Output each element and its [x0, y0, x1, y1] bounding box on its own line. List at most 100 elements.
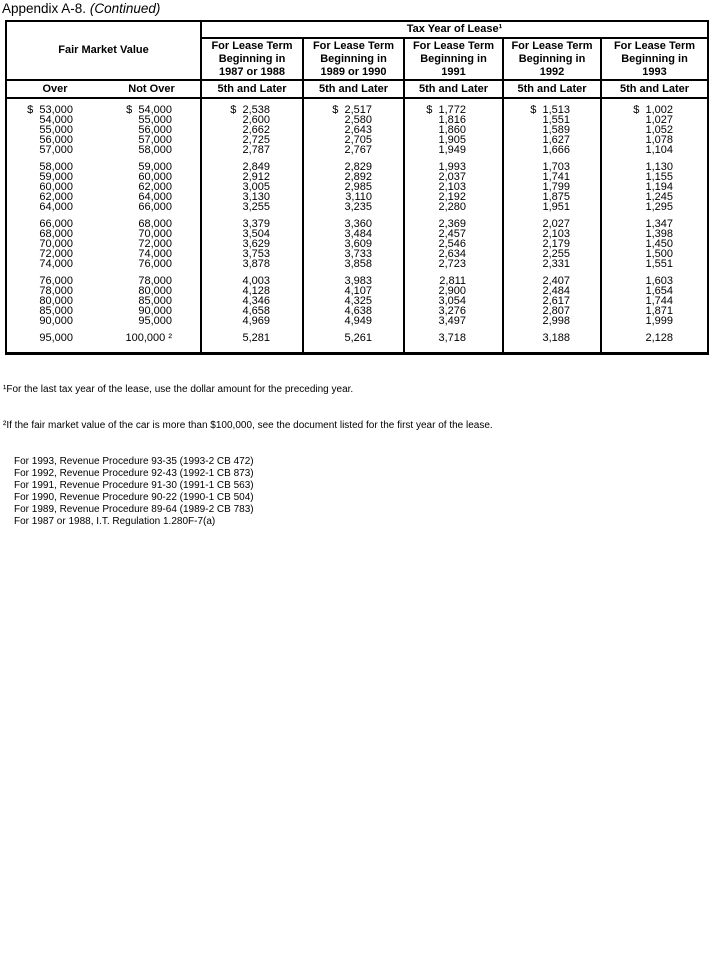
table-row: 55,000 56,000 2,662 2,643 1,860 1,589 1,052	[6, 124, 709, 136]
spacer-cell	[502, 155, 601, 162]
table-cell: 2,725	[200, 135, 303, 146]
continued-label: (Continued)	[89, 1, 161, 16]
col-header-year: 1987 or 1988	[218, 65, 286, 78]
table-cell: 2,484	[502, 286, 601, 297]
table-cell: 3,255	[200, 202, 303, 213]
table-cell: 57,000	[39, 144, 73, 156]
table-cell: 60,000	[39, 181, 73, 193]
table-cell: 3,497	[403, 316, 503, 327]
table-cell: 85,000	[39, 305, 73, 317]
spacer-cell	[502, 212, 601, 219]
table-cell: 55,000	[39, 124, 73, 136]
table-cell: 90,000	[138, 305, 172, 317]
table-cell: 4,325	[302, 296, 404, 307]
table-cell: 3,878	[200, 259, 303, 270]
table-cell: 80,000	[138, 285, 172, 297]
table-cell: 1,741	[502, 172, 601, 183]
term-header-1993: 5th and Later	[599, 80, 709, 99]
spacer-cell	[403, 212, 503, 219]
spacer-cell	[599, 269, 709, 276]
table-cell: 3,733	[302, 249, 404, 260]
table-cell: $ 2,517	[302, 98, 404, 116]
table-cell: 5,261	[302, 333, 404, 354]
table-cell: 1,703	[502, 162, 601, 173]
table-cell: 62,000	[39, 191, 73, 203]
table-row: 56,000 57,000 2,725 2,705 1,905 1,627 1,078	[6, 134, 709, 146]
table-body: $ 53,000 $ 54,000 $ 2,538 $ 2,517 $ 1,772 $ 1…	[6, 98, 709, 354]
spacer-cell	[599, 326, 709, 333]
table-cell: 80,000	[39, 295, 73, 307]
table-cell: 2,912	[200, 172, 303, 183]
footnote-reference: For 1987 or 1988, I.T. Regulation 1.280F…	[14, 516, 216, 527]
table-cell: 3,276	[403, 306, 503, 317]
table-cell: 72,000	[39, 248, 73, 260]
table-cell: 76,000	[138, 258, 172, 270]
tax-year-row: Fair Market Value Tax Year of Lease¹	[6, 21, 709, 81]
col-header-1989-1990: For Lease Term Beginning in 1989 or 1990	[302, 38, 404, 81]
table-cell: 2,103	[502, 229, 601, 240]
col-header-line: Beginning in	[518, 52, 586, 65]
footnote-1: ¹For the last tax year of the lease, use…	[3, 384, 354, 395]
table-cell: 2,037	[403, 172, 503, 183]
table-row: 57,000 58,000 2,787 2,767 1,949 1,666 1,104	[6, 144, 709, 156]
table-row: 66,000 68,000 3,379 3,360 2,369 2,027 1,347	[6, 219, 709, 230]
table-cell: 1,999	[599, 316, 709, 327]
table-cell: 1,551	[599, 259, 709, 270]
col-header-line: For Lease Term	[613, 39, 696, 52]
table-cell: 1,905	[403, 135, 503, 146]
appendix-title: Appendix A-8.	[2, 1, 87, 16]
table-cell: 90,000	[39, 315, 73, 327]
sub-header-row: Over Not Over 5th and Later 5th and Late…	[6, 80, 709, 99]
table-cell: 2,662	[200, 125, 303, 136]
table-cell: 1,993	[403, 162, 503, 173]
table-cell: 54,000	[39, 114, 73, 126]
table-cell: 3,360	[302, 219, 404, 230]
table-cell: 2,546	[403, 239, 503, 250]
spacer-cell	[599, 155, 709, 162]
col-header-line: For Lease Term	[312, 39, 395, 52]
table-cell: 3,005	[200, 182, 303, 193]
table-cell: 1,589	[502, 125, 601, 136]
footnote-reference: For 1992, Revenue Procedure 92-43 (1992-…	[14, 468, 254, 479]
table-cell: 2,128	[599, 333, 709, 354]
table-cell: 56,000	[138, 124, 172, 136]
table-cell: 4,128	[200, 286, 303, 297]
table-cell: 66,000	[138, 201, 172, 213]
table-cell: 64,000	[138, 191, 172, 203]
col-header-year: 1989 or 1990	[320, 65, 387, 78]
col-header-1991: For Lease Term Beginning in 1991	[403, 38, 503, 81]
lease-value-table: Fair Market Value Tax Year of Lease¹ For…	[5, 20, 710, 355]
col-header-line: Beginning in	[320, 52, 387, 65]
table-cell: 74,000	[138, 248, 172, 260]
spacer-cell	[302, 212, 404, 219]
table-cell: 1,860	[403, 125, 503, 136]
table-cell: 2,998	[502, 316, 601, 327]
footnotes: ¹For the last tax year of the lease, use…	[3, 360, 493, 552]
table-cell: 100,000 ²	[125, 332, 172, 344]
table-cell: 70,000	[138, 228, 172, 240]
table-cell: 2,723	[403, 259, 503, 270]
table-cell: 1,627	[502, 135, 601, 146]
footnote-reference: For 1993, Revenue Procedure 93-35 (1993-…	[14, 456, 254, 467]
table-cell: 2,643	[302, 125, 404, 136]
table-row: 62,000 64,000 3,130 3,110 2,192 1,875 1,245	[6, 191, 709, 203]
spacer-cell	[302, 326, 404, 333]
fair-market-value-header: Fair Market Value	[6, 21, 202, 81]
footnote-2: ²If the fair market value of the car is …	[3, 420, 493, 431]
table-cell: 85,000	[138, 295, 172, 307]
table-cell: 1,744	[599, 296, 709, 307]
table-cell: 2,892	[302, 172, 404, 183]
table-cell: 4,638	[302, 306, 404, 317]
table-cell: $ 2,538	[200, 98, 303, 116]
spacer-cell	[403, 155, 503, 162]
table-cell: 1,155	[599, 172, 709, 183]
group-spacer-row	[6, 269, 709, 276]
table-cell: 1,666	[502, 145, 601, 156]
table-cell: 68,000	[39, 228, 73, 240]
table-cell: 2,027	[502, 219, 601, 230]
table-cell: 57,000	[138, 134, 172, 146]
not-over-header: Not Over	[103, 80, 201, 99]
table-cell: 5,281	[200, 333, 303, 354]
tax-year-of-lease-header: Tax Year of Lease¹	[201, 21, 709, 39]
